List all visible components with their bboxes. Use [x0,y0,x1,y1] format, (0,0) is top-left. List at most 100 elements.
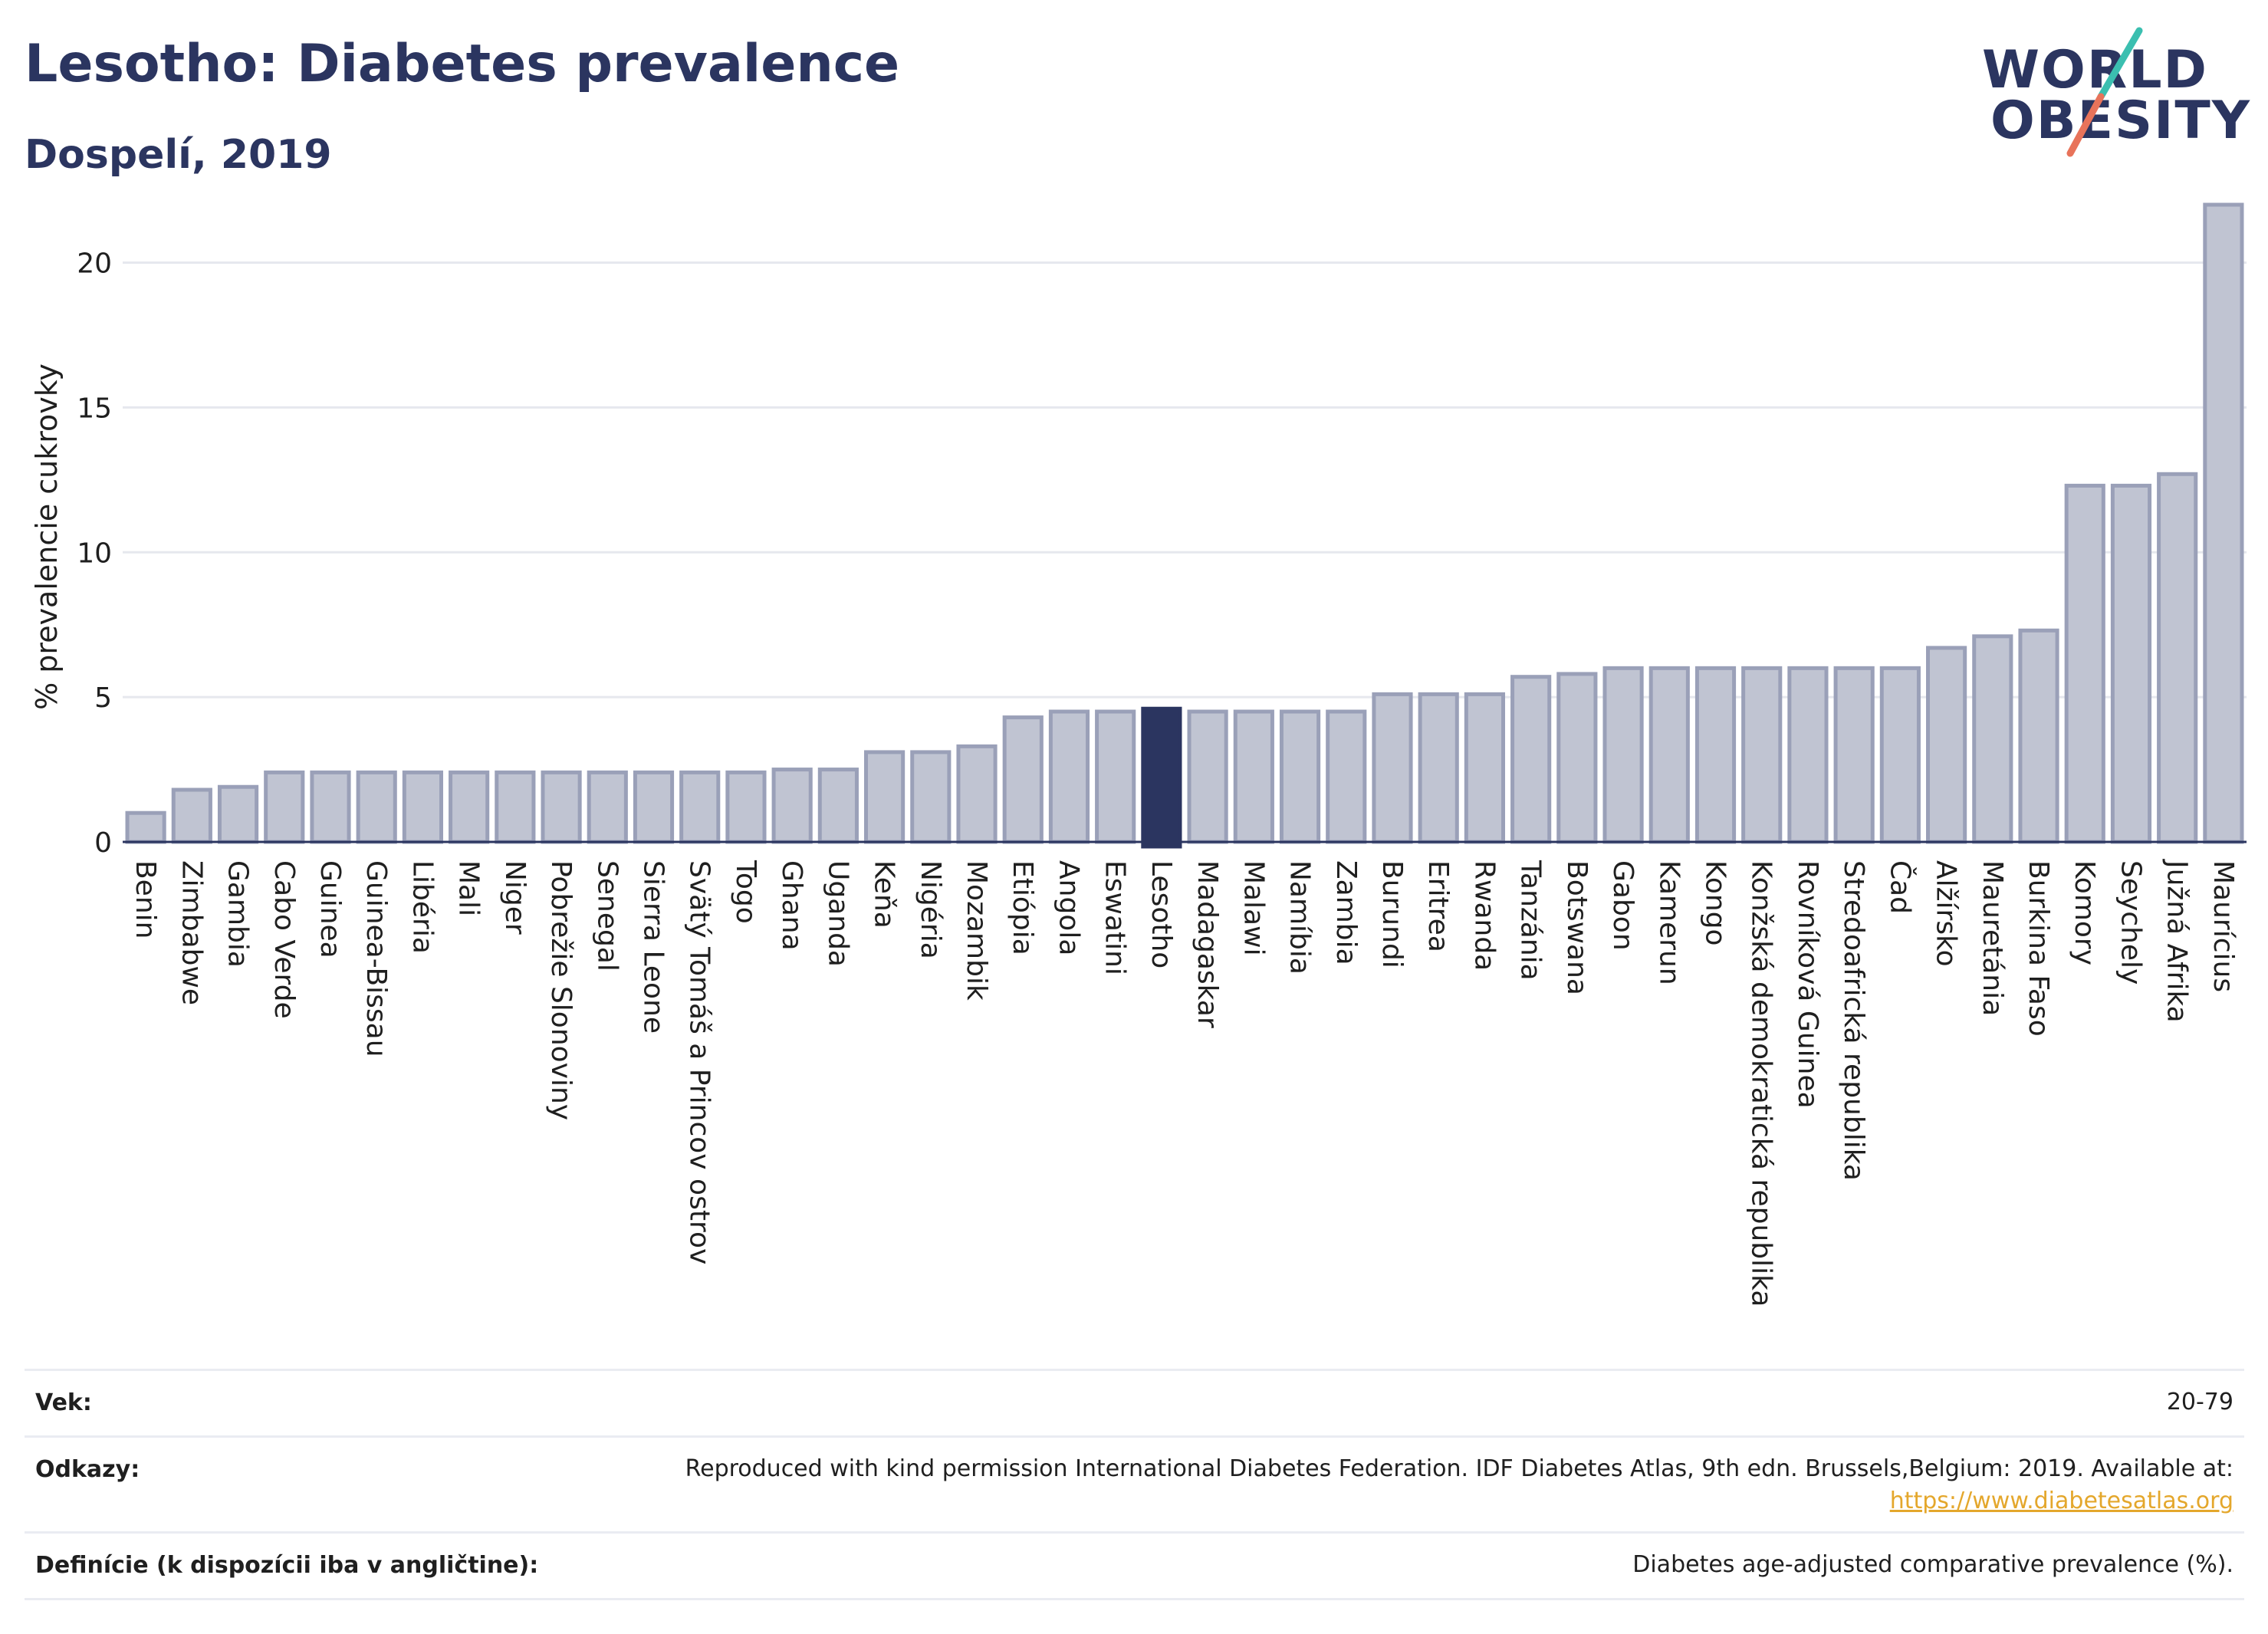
bar [1095,709,1136,844]
x-tick-label: Zimbabwe [176,860,207,1005]
x-tick-label: Gambia [222,860,254,968]
logo-line-2: OBESITY [1990,90,2251,151]
world-obesity-logo[interactable]: WORLD OBESITY [1982,23,2254,161]
x-tick-label: Zambia [1330,860,1362,965]
references-value: Reproduced with kind permission Internat… [685,1453,2233,1517]
bar [217,784,259,844]
bar [1972,634,2013,844]
x-tick-label: Namíbia [1284,860,1316,975]
references-label: Odkazy: [35,1456,140,1483]
x-tick-label: Rwanda [1468,860,1500,971]
x-tick-label: Ghana [776,860,807,951]
bar [1787,666,1829,844]
age-label: Vek: [35,1389,92,1416]
bar [1648,666,1690,844]
bar [1926,646,1967,844]
x-tick-label: Stredoafrická republika [1838,860,1869,1181]
x-tick-label: Čad [1884,860,1916,914]
bar [817,768,859,844]
bar [356,770,397,844]
y-tick-label: 10 [77,538,112,569]
bar [2064,483,2105,844]
y-tick-label: 0 [94,827,112,859]
x-tick-label: Niger [499,860,531,935]
bars [125,202,2244,849]
bar [1879,666,1921,844]
chart-title: Lesotho: Diabetes prevalence [25,34,900,94]
x-tick-label: Burundi [1376,860,1408,968]
chart-subtitle: Dospelí, 2019 [25,132,332,178]
bar [1048,709,1090,844]
bar [1602,666,1644,844]
bar [1556,672,1598,844]
bar [1233,709,1274,844]
x-tick-label: Rovníková Guinea [1792,860,1823,1109]
x-tick-label: Konžská demokratická republika [1746,860,1777,1307]
y-axis-label: % prevalencie cukrovky [30,363,64,710]
age-value: 20-79 [2166,1389,2233,1415]
bar [587,770,628,844]
x-tick-label: Guinea-Bissau [360,860,392,1057]
bar [633,770,675,844]
bar [449,770,490,844]
bar [679,770,721,844]
x-tick-label: Guinea [314,860,346,958]
x-tick-label: Mauretánia [1977,860,2008,1016]
bar [264,770,305,844]
y-tick-label: 5 [94,682,112,714]
logo-line-1: WORLD [1982,40,2208,100]
y-tick-label: 20 [77,248,112,280]
bar [2203,202,2244,844]
x-tick-label: Senegal [591,860,623,972]
x-tick-label: Južná Afrika [2161,859,2193,1023]
references-text: Reproduced with kind permission Internat… [685,1455,2233,1482]
x-tick-label: Madagaskar [1192,860,1223,1028]
references-link[interactable]: https://www.diabetesatlas.org [1889,1488,2233,1514]
x-tick-label: Seychely [2115,860,2146,985]
x-tick-label: Botswana [1561,860,1593,995]
bar [402,770,444,844]
x-tick-label: Gabon [1607,860,1639,951]
x-tick-label: Lesotho [1146,860,1177,968]
bar [310,770,351,844]
bar [1002,715,1044,844]
bar [910,750,952,844]
footer-row-references: Odkazy: Reproduced with kind permission … [25,1435,2244,1531]
bar [2018,628,2059,844]
bar [1187,709,1228,844]
bar [771,768,813,844]
bar [2110,483,2152,844]
definitions-label: Definície (k dispozícii iba v angličtine… [35,1552,539,1579]
definitions-value: Diabetes age-adjusted comparative preval… [1632,1551,2233,1578]
x-tick-label: Eritrea [1422,860,1454,952]
footer-row-age: Vek: 20-79 [25,1369,2244,1435]
x-tick-label: Uganda [822,860,853,967]
x-tick-label: Pobrežie Slonoviny [545,860,577,1120]
x-tick-label: Kongo [1700,860,1731,946]
x-tick-label: Etiópia [1007,860,1038,955]
bar-chart: 0 5 10 15 20 Benin Zimbabwe Gambia Cabo Verde Gu… [30,202,2247,1307]
x-tick-label: Svätý Tomáš a Princov ostrov [684,860,715,1264]
x-tick-label: Benin [130,860,161,939]
x-tick-labels: Benin Zimbabwe Gambia Cabo Verde Guinea Guine… [130,859,2239,1307]
bar [1326,709,1367,844]
x-tick-label: Togo [730,860,761,924]
x-tick-label: Libéria [406,860,438,954]
grid-lines [123,261,2247,699]
y-tick-labels: 0 5 10 15 20 [77,248,112,859]
bar [725,770,767,844]
bar [495,770,536,844]
x-tick-label: Nigéria [915,860,946,959]
bar [171,787,212,844]
x-tick-label: Eswatini [1099,860,1131,975]
bar [1510,675,1552,844]
x-tick-label: Tanzánia [1515,860,1547,981]
x-tick-label: Maurícius [2207,860,2239,992]
bar [541,770,582,844]
x-tick-label: Malawi [1238,860,1269,956]
bar [1464,692,1505,844]
x-tick-label: Cabo Verde [268,860,300,1019]
bar [1418,692,1459,844]
bar [1833,666,1875,844]
x-tick-label: Komory [2069,860,2100,965]
